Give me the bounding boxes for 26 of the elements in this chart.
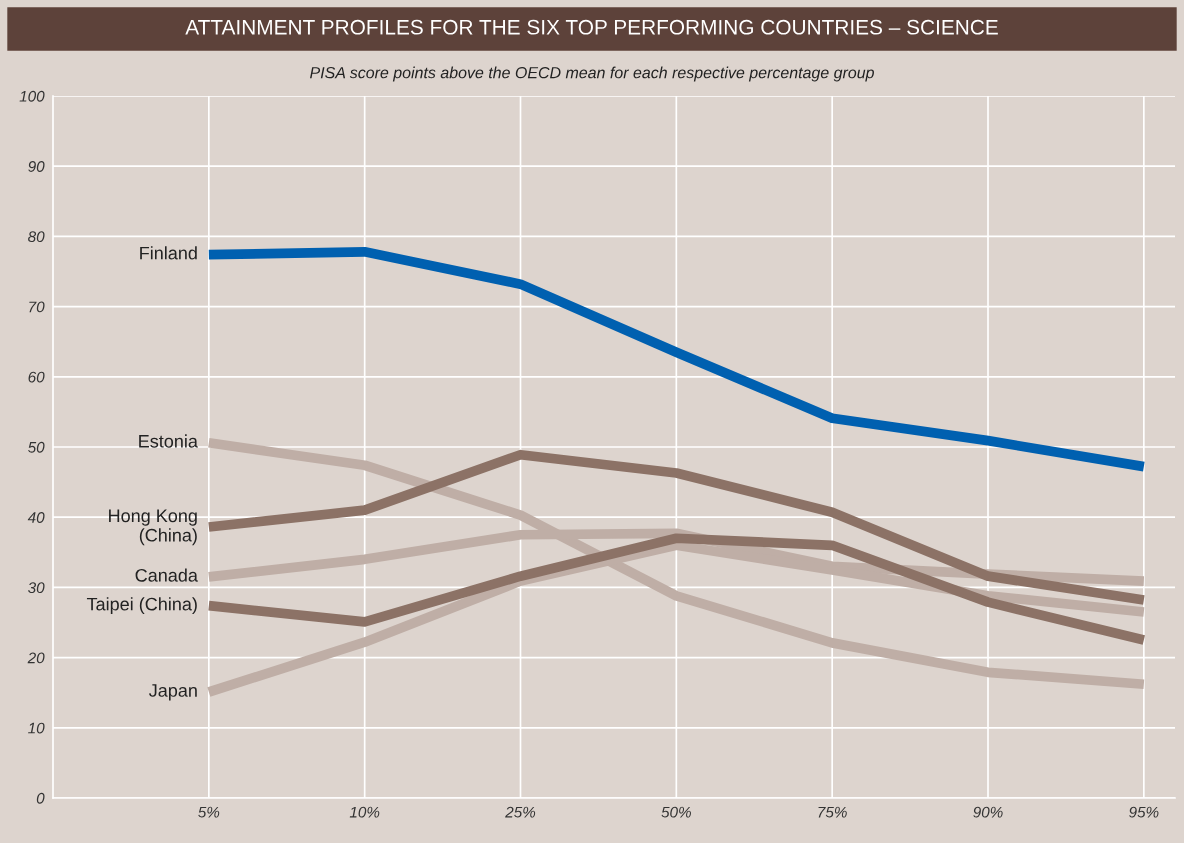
y-tick-label: 60 [28,371,45,383]
y-tick-label: 80 [28,231,45,243]
series-label: Finland [140,246,197,260]
y-tick-label: 70 [29,301,45,313]
y-tick-label: 20 [27,652,45,664]
chart-title: ATTAINMENT PROFILES FOR THE SIX TOP PERFORMING COUNTRIES – SCIENCE [185,19,998,35]
x-tick-label: 10% [349,806,380,818]
y-tick-label: 50 [28,441,45,453]
y-tick-label: 10 [28,722,45,734]
x-tick-label: 75% [818,806,847,818]
chart-subtitle: PISA score points above the OECD mean for each respective percentage group [310,66,874,82]
x-tick-label: 95% [1129,806,1159,818]
y-tick-label: 100 [19,90,45,102]
x-tick-label: 5% [198,806,220,818]
series-label: Japan [149,684,197,701]
y-tick-label: 40 [27,512,45,523]
series-label: Estonia [139,434,198,448]
y-tick-label: 0 [36,792,45,804]
x-tick-label: 50% [661,806,691,818]
y-tick-label: 30 [28,582,45,594]
series-label: Taipei (China) [86,597,197,615]
series-label: Canada [135,568,198,582]
x-tick-label: 25% [505,806,536,818]
series-label: Hong Kong (China) [109,509,197,546]
y-tick-label: 90 [28,161,45,172]
x-tick-label: 90% [973,806,1003,818]
